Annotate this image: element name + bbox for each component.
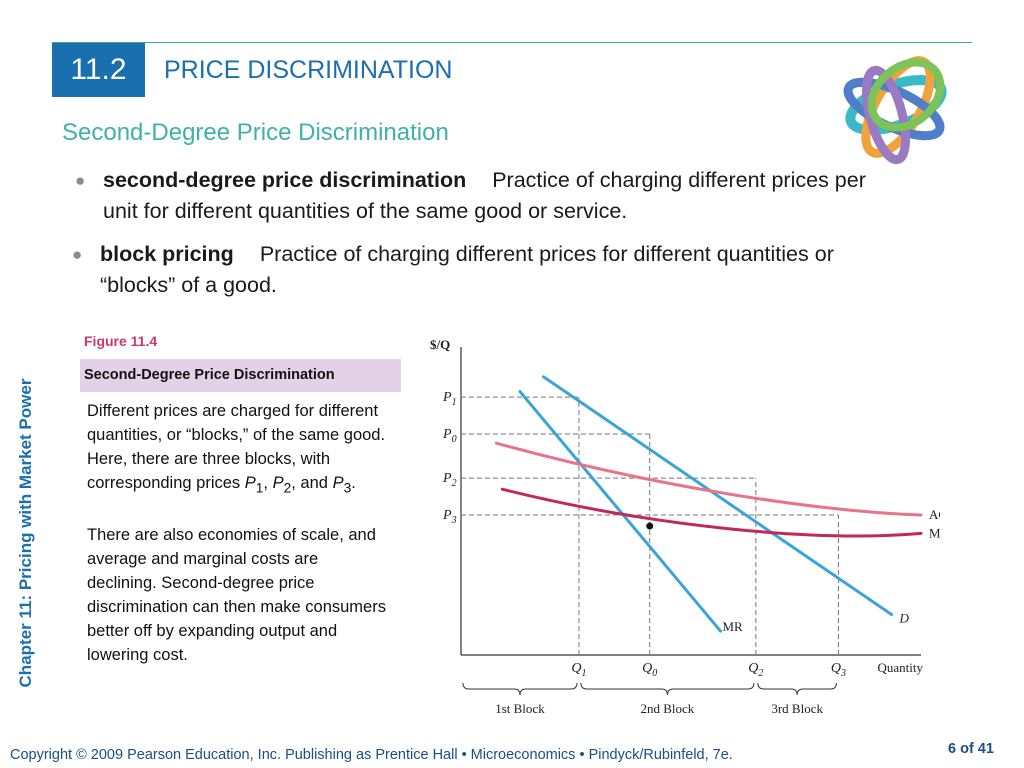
price-discrimination-chart: $/Q Quantity P1 P0 P2 P3 Q1 Q0 Q2 Q3 D MR AC MC 1st Bl… xyxy=(430,337,940,716)
block-brace xyxy=(757,682,837,696)
series-ac-label: AC xyxy=(929,507,940,522)
x-tick-q1: Q1 xyxy=(571,661,586,679)
section-number-badge: 11.2 xyxy=(52,43,145,97)
x-axis-label: Quantity xyxy=(878,660,924,675)
y-tick-p3: P3 xyxy=(442,508,457,526)
x-tick-q3: Q3 xyxy=(831,661,846,679)
bullet-definition-2: ● block pricing Practice of charging diff… xyxy=(72,239,850,301)
x-tick-q2: Q2 xyxy=(748,661,763,679)
term-second-degree: second-degree price discrimination xyxy=(103,168,467,192)
figure-title-box xyxy=(80,359,401,392)
series-mr-line xyxy=(518,390,722,633)
block-brace xyxy=(580,682,755,696)
x-tick-q0: Q0 xyxy=(642,661,657,679)
term-block-pricing: block pricing xyxy=(100,242,234,266)
block-label: 3rd Block xyxy=(771,701,823,716)
series-mc-line xyxy=(500,487,923,538)
figure-title: Second-Degree Price Discrimination xyxy=(84,367,335,383)
page-title: PRICE DISCRIMINATION xyxy=(164,56,453,84)
block-label: 1st Block xyxy=(495,701,545,716)
series-d-line xyxy=(542,375,894,616)
series-mr-label: MR xyxy=(722,619,743,634)
figure-label: Figure 11.4 xyxy=(84,333,158,349)
y-tick-p0: P0 xyxy=(442,427,457,445)
definition-block-pricing: Practice of charging different prices fo… xyxy=(100,242,834,297)
figure-description-1: Different prices are charged for differe… xyxy=(87,402,386,496)
slide-subtitle: Second-Degree Price Discrimination xyxy=(62,119,449,146)
series-ac-line xyxy=(494,441,923,517)
y-tick-p1: P1 xyxy=(442,390,457,408)
bullet-dot-icon: ● xyxy=(72,245,83,264)
rings-logo xyxy=(843,56,947,165)
block-label: 2nd Block xyxy=(641,701,695,716)
chapter-side-label: Chapter 11: Pricing with Market Power xyxy=(16,378,35,688)
series-d-label: D xyxy=(899,610,910,625)
page-number: 6 of 41 xyxy=(948,741,994,757)
y-tick-p2: P2 xyxy=(442,471,457,489)
mr-mc-intersection-point xyxy=(646,522,654,530)
series-mc-label: MC xyxy=(929,525,940,540)
bullet-dot-icon: ● xyxy=(75,171,86,190)
header-rule xyxy=(52,42,972,43)
definition-second-degree: Practice of charging different prices pe… xyxy=(103,168,866,223)
footer-copyright: Copyright © 2009 Pearson Education, Inc.… xyxy=(10,747,733,763)
y-axis-label: $/Q xyxy=(430,337,450,352)
bullet-definition-1: ● second-degree price discrimination Prac… xyxy=(75,165,903,227)
figure-description-2: There are also economies of scale, and a… xyxy=(87,526,386,664)
block-brace xyxy=(462,682,578,696)
